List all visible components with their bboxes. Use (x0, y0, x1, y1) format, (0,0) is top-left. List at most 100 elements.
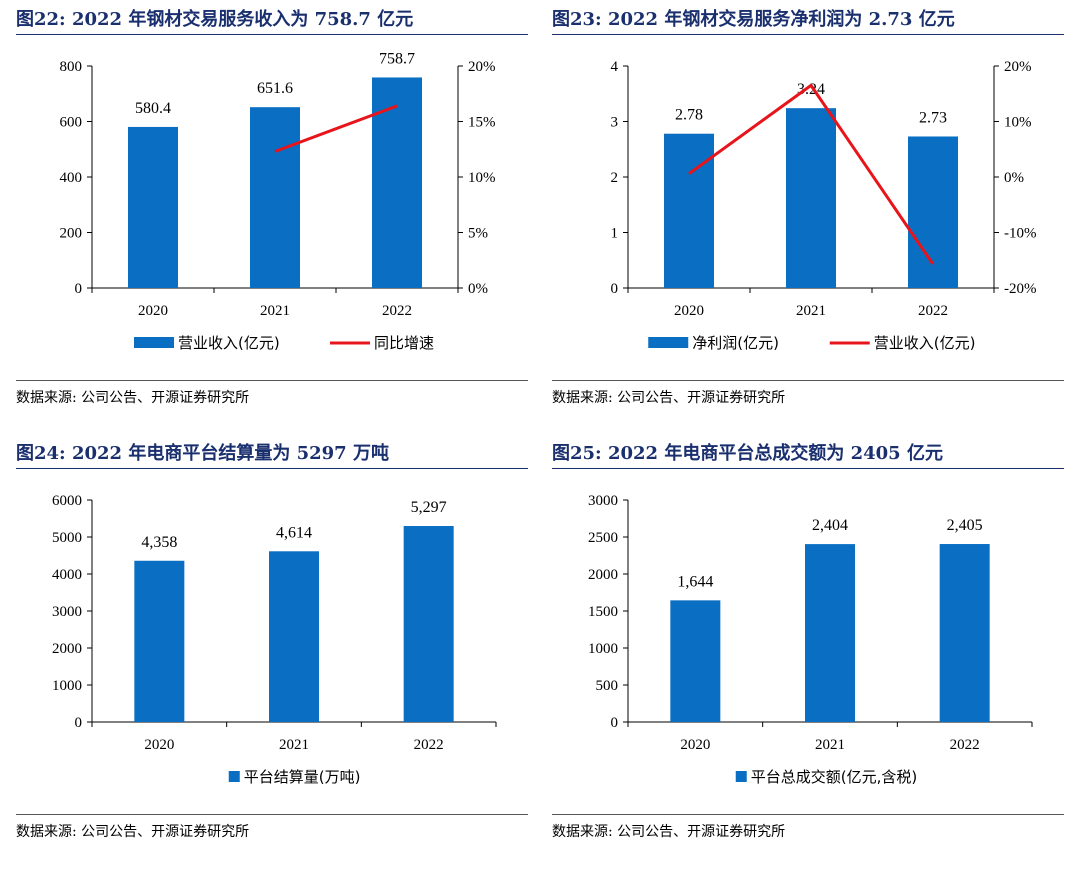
y-tick-label: 6000 (52, 493, 82, 509)
source-note: 数据来源: 公司公告、开源证券研究所 (16, 814, 528, 841)
growth-line (274, 104, 398, 153)
legend-swatch-bar (228, 771, 240, 782)
y2-tick-label: 10% (1004, 115, 1032, 131)
chart-svg: 0 1000 2000 3000 4000 5000 6000 2020 2021 2022 4,3… (52, 493, 497, 786)
x-tick-label: 2021 (260, 303, 290, 319)
y2-tick-label: 20% (1004, 59, 1032, 75)
y-tick-label: 0 (75, 715, 83, 731)
chart-title: 图24: 2022 年电商平台结算量为 5297 万吨 (16, 440, 528, 469)
y-tick-label: 500 (596, 678, 619, 694)
source-note: 数据来源: 公司公告、开源证券研究所 (16, 380, 528, 407)
legend-label: 营业收入(亿元) (874, 334, 976, 352)
y2-tick-label: -20% (1004, 281, 1037, 297)
y-tick-label: 2000 (588, 567, 618, 583)
legend: 平台结算量(万吨) (228, 768, 361, 786)
y-tick-label: 0 (611, 715, 619, 731)
bar (134, 560, 185, 722)
x-tick-label: 2021 (815, 737, 845, 753)
y-tick-label: 5000 (52, 530, 82, 546)
bar-data-label: 580.4 (135, 100, 171, 117)
chart-panel-revenue: 图22: 2022 年钢材交易服务收入为 758.7 亿元 0 200 400 600… (16, 0, 528, 434)
x-tick-label: 2020 (138, 303, 168, 319)
bar-data-label: 5,297 (411, 499, 447, 516)
chart-svg: 0 200 400 600 800 0% 5% 10% 15% 20% 2020 2021 2022 58… (60, 50, 496, 352)
x-tick-label: 2021 (796, 303, 826, 319)
x-tick-label: 2022 (950, 737, 980, 753)
y-tick-label: 4 (611, 59, 619, 75)
chart-panel-gmv: 图25: 2022 年电商平台总成交额为 2405 亿元 0 500 1000 150… (552, 434, 1064, 868)
chart-panel-net-profit: 图23: 2022 年钢材交易服务净利润为 2.73 亿元 0 1 2 3 4 -20% -… (552, 0, 1064, 434)
legend-label: 平台总成交额(亿元,含税) (751, 768, 917, 786)
legend: 平台总成交额(亿元,含税) (735, 768, 917, 786)
bar (805, 544, 855, 722)
x-tick-label: 2020 (144, 737, 174, 753)
y2-tick-label: 5% (468, 226, 488, 242)
y-tick-label: 2000 (52, 641, 82, 657)
y-tick-label: 0 (611, 281, 619, 297)
bar (403, 526, 454, 722)
y2-tick-label: 0% (1004, 170, 1024, 186)
bar-data-label: 2.73 (919, 109, 947, 126)
legend: 营业收入(亿元) 同比增速 (134, 334, 434, 352)
bar (908, 136, 958, 288)
y-tick-label: 2 (611, 170, 619, 186)
legend-label: 平台结算量(万吨) (244, 768, 361, 786)
bar (372, 77, 422, 288)
bar-data-label: 4,614 (276, 524, 312, 541)
y-tick-label: 2500 (588, 530, 618, 546)
y-tick-label: 800 (60, 59, 83, 75)
y-tick-label: 3000 (588, 493, 618, 509)
bar (269, 551, 319, 722)
bar-data-label: 4,358 (141, 534, 177, 551)
y-tick-label: 4000 (52, 567, 82, 583)
growth-line (688, 83, 935, 265)
y2-tick-label: -10% (1004, 226, 1037, 242)
chart-svg: 0 500 1000 1500 2000 2500 3000 2020 2021 2022 1,64… (588, 493, 1033, 786)
bar (250, 107, 300, 288)
x-tick-label: 2020 (674, 303, 704, 319)
x-tick-label: 2021 (279, 737, 309, 753)
chart-title: 图23: 2022 年钢材交易服务净利润为 2.73 亿元 (552, 6, 1064, 35)
chart-title: 图22: 2022 年钢材交易服务收入为 758.7 亿元 (16, 6, 528, 35)
x-tick-label: 2022 (414, 737, 444, 753)
y2-tick-label: 15% (468, 115, 496, 131)
bar (939, 544, 990, 722)
y-tick-label: 3000 (52, 604, 82, 620)
legend-swatch-bar (648, 337, 689, 348)
legend-label: 净利润(亿元) (692, 334, 779, 352)
bar (786, 108, 836, 289)
bar-data-label: 2,405 (947, 517, 983, 534)
y-tick-label: 400 (60, 170, 83, 186)
source-note: 数据来源: 公司公告、开源证券研究所 (552, 380, 1064, 407)
bar-data-label: 758.7 (379, 50, 415, 67)
x-tick-label: 2022 (382, 303, 412, 319)
y2-tick-label: 10% (468, 170, 496, 186)
legend-swatch-bar (134, 337, 174, 348)
bar-data-label: 1,644 (677, 573, 713, 590)
y2-tick-label: 20% (468, 59, 496, 75)
y-tick-label: 600 (60, 115, 83, 131)
bar-data-label: 2,404 (812, 517, 848, 534)
y-tick-label: 200 (60, 226, 83, 242)
y-tick-label: 1000 (588, 641, 618, 657)
x-tick-label: 2022 (918, 303, 948, 319)
legend-label: 同比增速 (374, 334, 434, 352)
bar (128, 126, 178, 289)
y-tick-label: 0 (75, 281, 83, 297)
bar (664, 133, 714, 288)
y2-tick-label: 0% (468, 281, 488, 297)
y-tick-label: 1 (611, 226, 619, 242)
legend-swatch-bar (735, 771, 747, 782)
legend-label: 营业收入(亿元) (178, 334, 280, 352)
source-note: 数据来源: 公司公告、开源证券研究所 (552, 814, 1064, 841)
y-tick-label: 1500 (588, 604, 618, 620)
chart-panel-settlement-volume: 图24: 2022 年电商平台结算量为 5297 万吨 0 1000 2000 300… (16, 434, 528, 868)
x-tick-label: 2020 (680, 737, 710, 753)
legend: 净利润(亿元) 营业收入(亿元) (648, 334, 975, 352)
bar-data-label: 651.6 (257, 80, 293, 97)
y-tick-label: 3 (611, 115, 619, 131)
chart-title: 图25: 2022 年电商平台总成交额为 2405 亿元 (552, 440, 1064, 469)
bar-data-label: 2.78 (675, 107, 703, 124)
bar (670, 600, 721, 722)
